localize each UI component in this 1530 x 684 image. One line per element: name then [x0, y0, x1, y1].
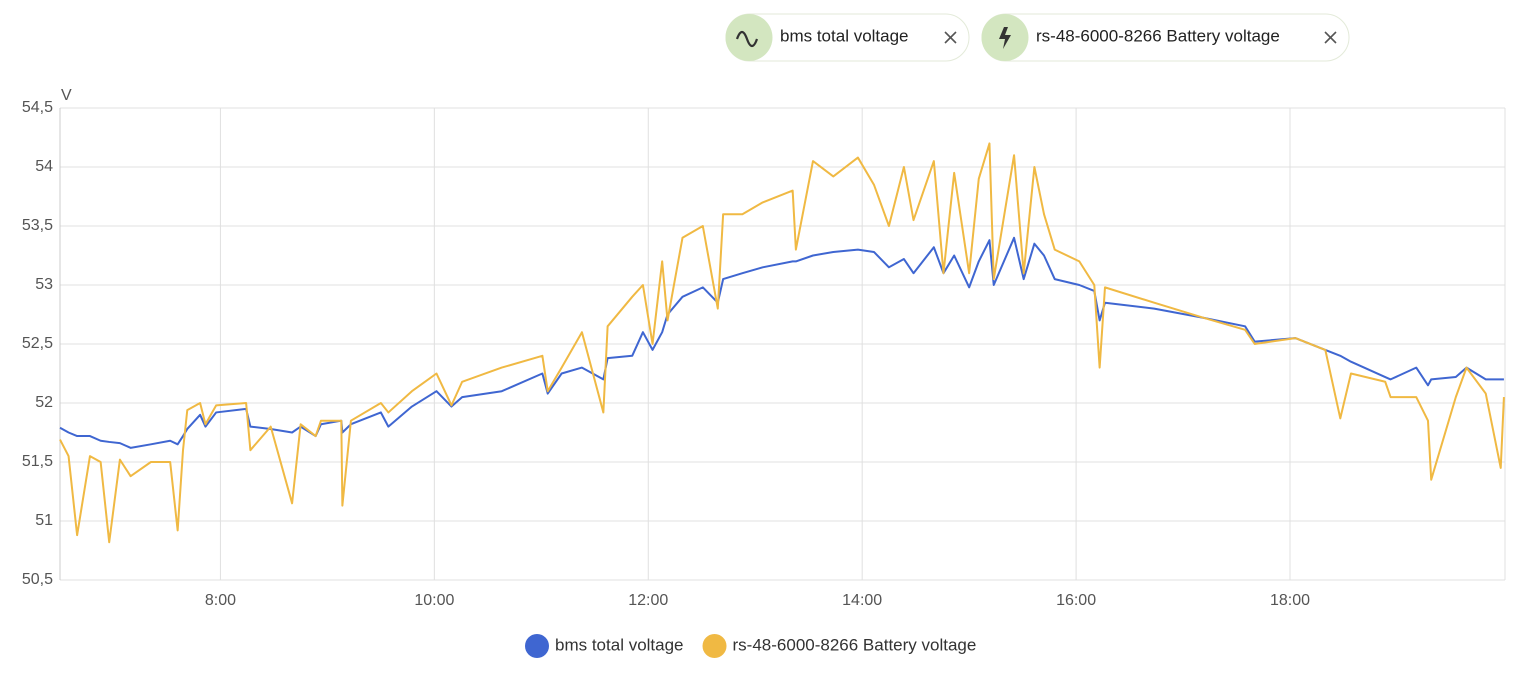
x-tick-label: 16:00 [1056, 592, 1096, 609]
bolt-icon [999, 27, 1011, 49]
chip-label: bms total voltage [780, 26, 909, 45]
chip-close[interactable] [1324, 31, 1337, 44]
legend-label: bms total voltage [555, 635, 684, 654]
y-tick-label: 52 [35, 394, 53, 411]
chip-icon-bg [725, 14, 773, 61]
chip-close[interactable] [944, 31, 957, 44]
y-tick-label: 51,5 [22, 453, 53, 470]
close-stroke [1324, 31, 1337, 44]
plot [59, 142, 1505, 544]
y-tick-label: 50,5 [22, 571, 53, 588]
y-tick-label: 53 [35, 276, 53, 293]
y-unit: V [61, 87, 72, 104]
sine-icon [735, 30, 759, 48]
y-tick-label: 51 [35, 512, 53, 529]
x-tick-label: 14:00 [842, 592, 882, 609]
x-tick-label: 18:00 [1270, 592, 1310, 609]
series-line [59, 142, 1505, 544]
y-tick-label: 52,5 [22, 335, 53, 352]
y-tick-label: 54 [35, 158, 53, 175]
x-tick-label: 8:00 [205, 592, 236, 609]
legend-label: rs-48-6000-8266 Battery voltage [733, 635, 977, 654]
chip-label: rs-48-6000-8266 Battery voltage [1036, 26, 1280, 45]
filter-chip[interactable]: bms total voltage [725, 13, 970, 62]
close-stroke [944, 31, 957, 44]
x-tick-label: 12:00 [628, 592, 668, 609]
legend: bms total voltage rs-48-6000-8266 Battery… [525, 634, 976, 658]
legend-swatch [525, 634, 549, 658]
x-tick-label: 10:00 [414, 592, 454, 609]
filter-chip[interactable]: rs-48-6000-8266 Battery voltage [981, 13, 1350, 62]
grid: 50,5 51 51,5 52 52,5 53 53,5 54 54,5 8:00 10:00 12:… [22, 99, 1506, 609]
series-line [59, 236, 1504, 449]
legend-swatch [702, 634, 727, 658]
y-tick-label: 53,5 [22, 217, 53, 234]
y-tick-label: 54,5 [22, 99, 53, 116]
